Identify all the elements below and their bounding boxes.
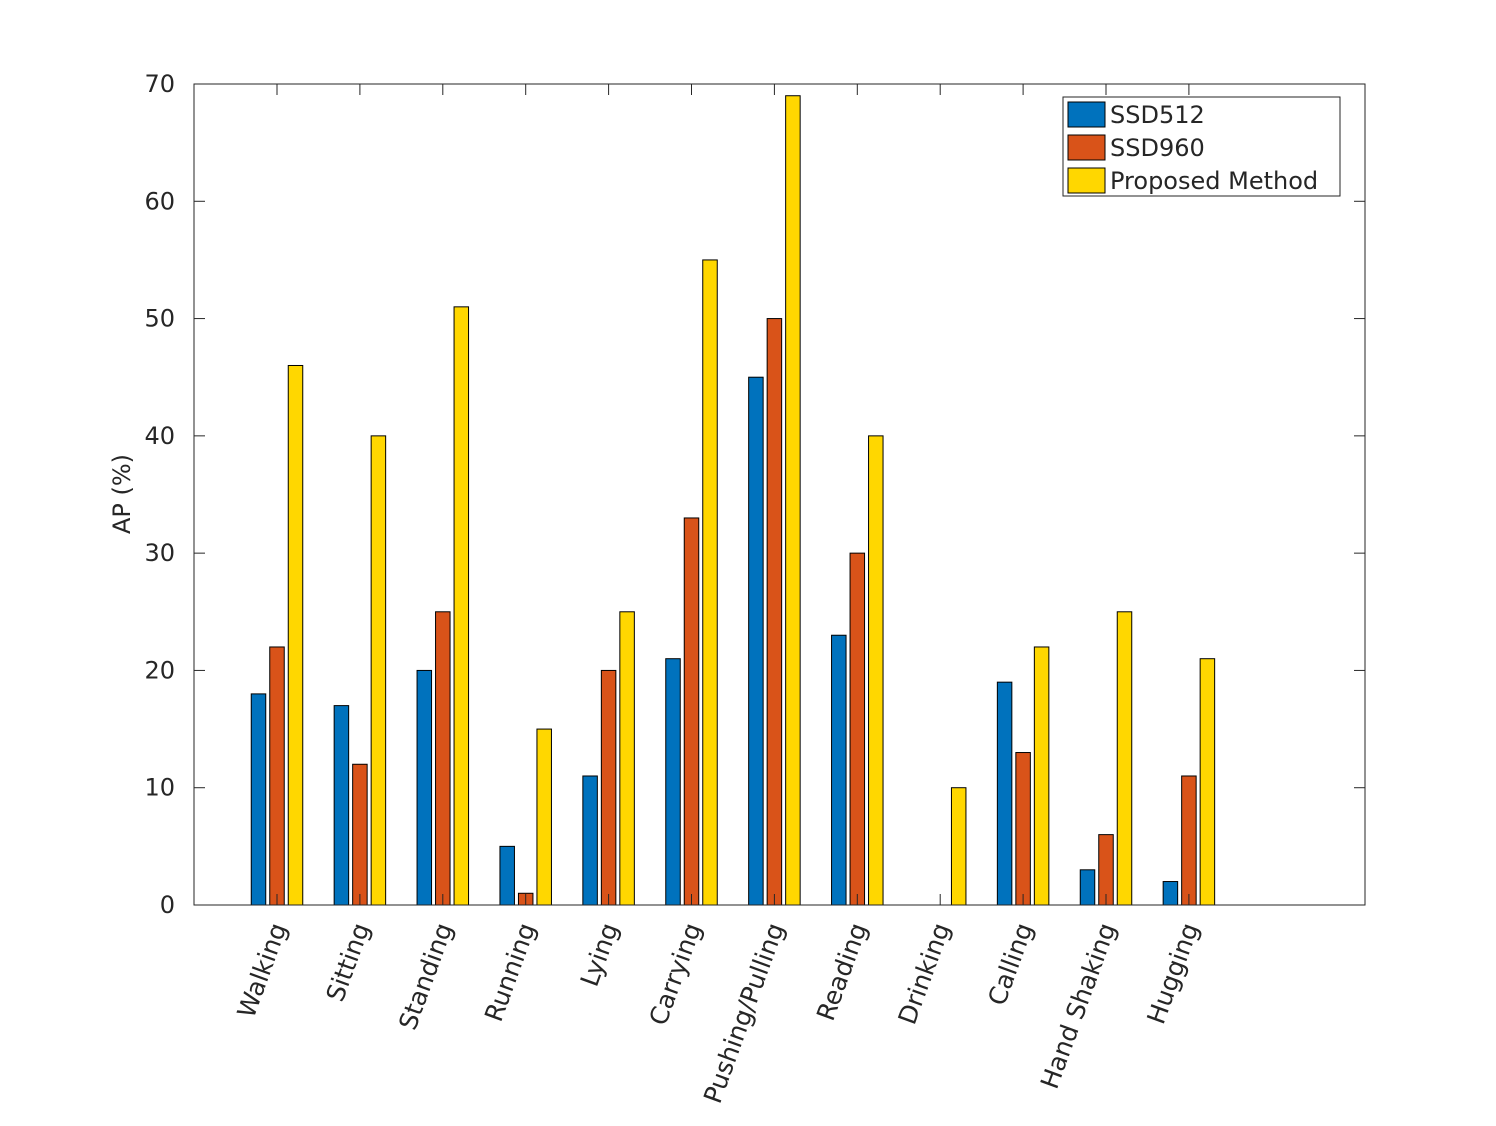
legend-box bbox=[1062, 96, 1341, 197]
y-tick-label: 10 bbox=[144, 774, 175, 802]
bar-ssd512-hugging bbox=[1162, 881, 1179, 906]
y-tick-label: 50 bbox=[144, 305, 175, 333]
bar-ssd960-hugging bbox=[1181, 775, 1197, 906]
bar-ssd512-reading bbox=[831, 634, 847, 906]
bar-proposed-method-calling bbox=[1033, 646, 1050, 906]
bar-ssd960-lying bbox=[600, 669, 617, 906]
y-tick-label: 70 bbox=[144, 70, 175, 98]
bars-layer bbox=[250, 95, 1216, 906]
bar-proposed-method-lying bbox=[619, 611, 635, 906]
bar-proposed-method-pushing-pulling bbox=[785, 95, 801, 906]
bar-proposed-method-standing bbox=[453, 306, 470, 906]
bar-ssd960-walking bbox=[269, 646, 285, 906]
legend-label: Proposed Method bbox=[1110, 167, 1318, 195]
y-tick-label: 60 bbox=[144, 187, 175, 215]
y-tick-label: 20 bbox=[144, 656, 175, 684]
bar-proposed-method-reading bbox=[868, 435, 884, 906]
plot-frame bbox=[193, 83, 1366, 906]
bar-ssd960-pushing-pulling bbox=[766, 318, 783, 906]
bar-proposed-method-drinking bbox=[950, 787, 967, 906]
bar-ssd960-carrying bbox=[683, 517, 700, 906]
legend: SSD512 SSD960 Proposed Method bbox=[1062, 96, 1341, 197]
bar-ssd960-calling bbox=[1015, 752, 1031, 906]
y-axis-title: AP (%) bbox=[108, 454, 136, 534]
legend-swatch bbox=[1067, 167, 1106, 194]
legend-swatch bbox=[1067, 101, 1106, 128]
bar-proposed-method-carrying bbox=[702, 259, 718, 906]
legend-label: SSD512 bbox=[1110, 101, 1205, 129]
bar-proposed-method-running bbox=[536, 728, 552, 906]
bar-ssd960-reading bbox=[849, 552, 866, 906]
bar-ssd960-standing bbox=[435, 611, 451, 906]
legend-swatch bbox=[1067, 134, 1106, 161]
bar-proposed-method-sitting bbox=[370, 435, 387, 906]
bar-ssd960-sitting bbox=[352, 763, 368, 906]
y-tick-label: 30 bbox=[144, 539, 175, 567]
y-tick-label: 40 bbox=[144, 422, 175, 450]
y-tick-label: 0 bbox=[160, 891, 175, 919]
bar-proposed-method-hand-shaking bbox=[1116, 611, 1133, 906]
bar-ssd512-pushing-pulling bbox=[748, 376, 764, 906]
legend-label: SSD960 bbox=[1110, 134, 1205, 162]
bar-ssd512-sitting bbox=[333, 705, 350, 906]
bar-proposed-method-walking bbox=[287, 364, 304, 906]
bar-proposed-method-hugging bbox=[1199, 658, 1216, 906]
bar-ssd512-walking bbox=[250, 693, 267, 906]
bar-ssd512-lying bbox=[582, 775, 598, 906]
bar-ssd512-standing bbox=[416, 669, 433, 906]
bar-ssd512-running bbox=[499, 845, 515, 906]
bar-ssd512-hand-shaking bbox=[1079, 869, 1096, 906]
bar-ssd512-carrying bbox=[665, 658, 681, 906]
bar-ssd512-calling bbox=[996, 681, 1013, 906]
